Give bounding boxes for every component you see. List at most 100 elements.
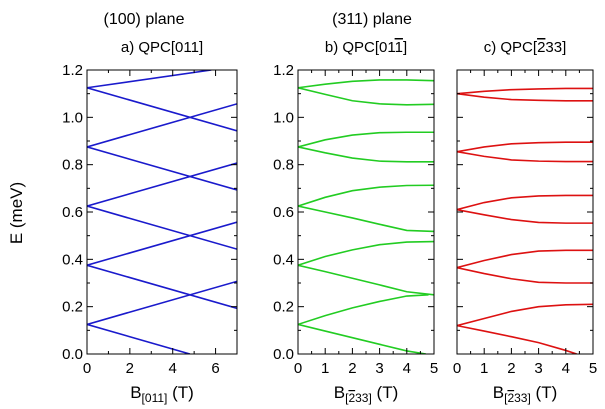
panel-a-series-9: [87, 86, 237, 132]
panel-a-title-prefix: a) QPC[: [121, 39, 176, 56]
panel-c-xtick-label: 4: [562, 360, 570, 377]
panel-a-xtick-label: 6: [211, 360, 219, 377]
panel-a-xlabel-unit: (T): [167, 383, 193, 402]
panel-a-series-8: [87, 103, 237, 148]
panel-b-frame: [297, 69, 435, 355]
panel-c-xlabel-sub-suffix: 33]: [514, 391, 531, 405]
panel-a-series-3: [87, 264, 237, 310]
panel-c-xtick-label: 3: [534, 360, 542, 377]
panel-b-xtick-label: 2: [348, 360, 356, 377]
panel-c-xtick-label: 2: [507, 360, 515, 377]
panel-b-ytick-label: 0.8: [273, 157, 294, 174]
panel-c-title-suffix: 33]: [545, 39, 566, 56]
panel-c-title: c) QPC[233]: [484, 39, 567, 56]
panel-b-xtick-label: 3: [375, 360, 383, 377]
panel-a-series-6: [87, 162, 237, 207]
panel-a-curves: [87, 70, 237, 354]
panel-a-xlabel: B[011] (T): [130, 383, 194, 405]
panel-b-series-3: [298, 264, 434, 296]
panel-b-series-7: [298, 146, 434, 163]
panel-c-xtick-label: 5: [589, 360, 597, 377]
panel-b-xtick-label: 4: [403, 360, 411, 377]
header-right: (311) plane: [332, 11, 412, 28]
panel-a-series-1: [87, 323, 191, 354]
panel-c-xlabel-unit: (T): [531, 383, 557, 402]
panel-c-xlabel-sub-overbar: 2: [507, 391, 514, 405]
panel-a-ytick-label: 1.2: [62, 62, 83, 79]
panel-c-series-6: [457, 194, 593, 211]
header-left: (100) plane: [104, 11, 185, 28]
panel-c-xlabel: B[233] (T): [493, 383, 558, 405]
panel-b-series-4: [298, 240, 434, 267]
panel-c-title-prefix: c) QPC[: [484, 39, 538, 56]
panel-b-series-1: [298, 323, 426, 354]
panel-c-title-overbar-char: 2: [537, 39, 545, 56]
panel-b-series-2: [298, 294, 429, 326]
panel-b-xtick-label: 5: [430, 360, 438, 377]
panel-b-ytick-label: 0.4: [273, 251, 294, 268]
panel-a-ytick-label: 0.4: [62, 251, 83, 268]
panel-a-ytick-label: 0.2: [62, 299, 83, 316]
panel-c-xlabel-main: B: [493, 383, 504, 402]
panel-b: 0 1 2 3 4 50.00.20.40.60.81.01.2b) QPC[011]B[…: [273, 39, 438, 405]
panel-b-ytick-label: 1.2: [273, 62, 294, 79]
panel-b-series-10: [298, 79, 434, 89]
panel-a-ytick-label: 0.8: [62, 157, 83, 174]
panel-c-series-9: [457, 92, 593, 102]
panel-c-series-3: [457, 266, 593, 284]
panel-b-title-prefix: b) QPC[01: [325, 39, 396, 56]
panel-b-series-9: [298, 86, 434, 106]
panel-b-ytick-label: 1.0: [273, 109, 294, 126]
panel-a-xlabel-sub-suffix: 011]: [145, 391, 167, 405]
panel-b-xlabel-main: B: [334, 383, 345, 402]
panel-b-xtick-label: 0: [294, 360, 302, 377]
panel-c-curves: [457, 87, 593, 354]
panel-a-xtick-label: 2: [126, 360, 134, 377]
panel-a-xtick-label: 4: [169, 360, 177, 377]
panel-b-series-8: [298, 131, 434, 148]
panel-c-series-4: [457, 249, 593, 269]
panel-c-series-7: [457, 150, 593, 163]
panel-b-xlabel-sub-overbar: 2: [348, 391, 355, 405]
panel-b-xlabel: B[233] (T): [334, 383, 399, 405]
panel-a-series-2: [87, 280, 237, 326]
panel-a-title-suffix: 011]: [175, 39, 203, 56]
panel-a-xlabel-sub: [: [142, 391, 146, 405]
panel-a-series-5: [87, 205, 237, 250]
panel-a-ytick-label: 0.6: [62, 204, 83, 221]
panel-b-xtick-label: 1: [321, 360, 329, 377]
panel-b-title-overbar-char: 1: [395, 39, 403, 56]
panel-a-ytick-label: 1.0: [62, 109, 83, 126]
panel-a-series-7: [87, 146, 237, 191]
panel-c-xtick-label: 0: [453, 360, 461, 377]
panel-b-xlabel-unit: (T): [372, 383, 398, 402]
y-axis-label: E (meV): [7, 182, 26, 244]
panel-a-title: a) QPC[011]: [121, 39, 203, 56]
panel-a-ytick-label: 0.0: [62, 346, 83, 363]
panel-b-ytick-label: 0.2: [273, 299, 294, 316]
panel-b-ytick-label: 0.0: [273, 346, 294, 363]
panel-a-series-4: [87, 221, 237, 267]
panel-b-xlabel-sub: [: [345, 391, 349, 405]
panel-b-ytick-label: 0.6: [273, 204, 294, 221]
panel-c-frame: [456, 69, 594, 355]
panel-a: 0 2 4 60.00.20.40.60.81.01.2a) QPC[011]B[01…: [62, 39, 238, 405]
panel-b-title-suffix: ]: [403, 39, 407, 56]
panel-b-series-5: [298, 205, 434, 233]
panel-b-series-6: [298, 184, 434, 207]
panel-c-series-10: [457, 87, 593, 95]
panel-b-xlabel-sub-suffix: 33]: [355, 391, 372, 405]
panel-c-series-8: [457, 141, 593, 153]
panel-c-xtick-label: 1: [480, 360, 488, 377]
panel-b-curves: [298, 79, 434, 354]
panel-c: 0 1 2 3 4 5c) QPC[233]B[233] (T): [453, 39, 597, 405]
panel-c-series-2: [457, 303, 593, 327]
panel-c-series-1: [457, 324, 577, 354]
panel-a-xlabel-main: B: [130, 383, 141, 402]
panel-b-title: b) QPC[011]: [325, 39, 407, 56]
panel-c-xlabel-sub: [: [504, 391, 508, 405]
panel-c-series-5: [457, 208, 593, 224]
panel-a-series-10: [87, 70, 212, 89]
panel-a-xtick-label: 0: [83, 360, 91, 377]
